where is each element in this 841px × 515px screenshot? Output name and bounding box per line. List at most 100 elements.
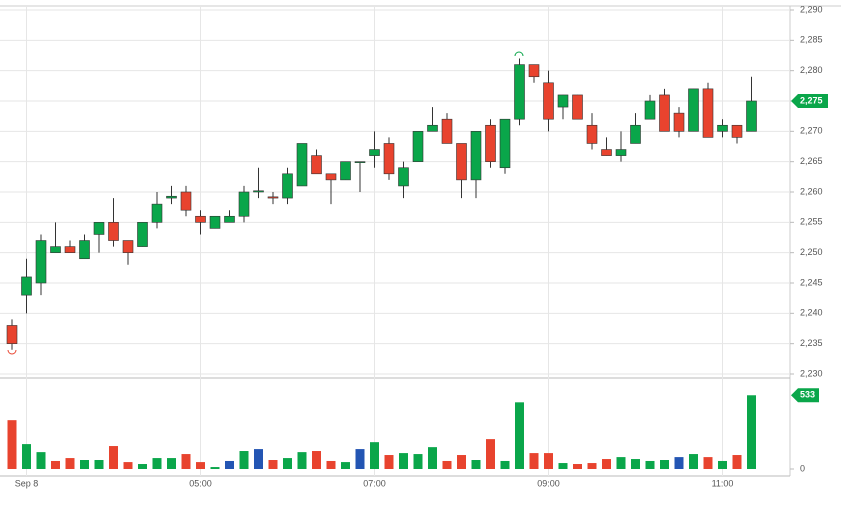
- candle-body: [282, 173, 293, 199]
- candle-body: [456, 143, 467, 181]
- candle-body: [586, 124, 598, 144]
- volume-bar: [413, 454, 423, 469]
- volume-bar: [515, 402, 524, 469]
- y-tick-label: 2,250: [800, 247, 823, 257]
- volume-bar: [544, 453, 553, 469]
- candle-body: [35, 240, 47, 284]
- volume-bar: [660, 460, 669, 469]
- candle-body: [50, 246, 61, 253]
- volume-bar: [442, 460, 452, 469]
- volume-bar: [747, 395, 756, 469]
- candle-body: [340, 161, 351, 181]
- candle-body: [79, 240, 90, 260]
- y-tick-label: 2,280: [800, 65, 823, 75]
- volume-bar: [689, 454, 698, 469]
- candle-body: [354, 161, 366, 163]
- candle-body: [64, 246, 76, 253]
- candle-body: [470, 131, 482, 181]
- candle-body: [485, 124, 496, 162]
- candle-body: [528, 64, 540, 78]
- y-tick-label: 2,290: [800, 4, 823, 14]
- volume-bar: [428, 447, 437, 469]
- volume-bar: [457, 455, 466, 469]
- volume-bar: [558, 463, 568, 469]
- last-price-label: 2,275: [800, 95, 823, 105]
- candle-body: [296, 143, 308, 187]
- candle-body: [688, 88, 699, 132]
- candle-body: [6, 325, 18, 344]
- volume-bar: [283, 458, 292, 469]
- candle-body: [746, 100, 757, 132]
- candle-body: [93, 222, 105, 235]
- volume-bar: [486, 439, 495, 469]
- candle-body: [166, 195, 177, 199]
- volume-bar: [341, 462, 350, 469]
- volume-bar: [51, 460, 60, 469]
- volume-bar: [181, 454, 191, 469]
- volume-bar: [109, 446, 118, 469]
- volume-bar: [225, 460, 234, 469]
- candle-body: [398, 167, 409, 187]
- candle-body: [137, 222, 148, 247]
- y-tick-label: 2,270: [800, 126, 823, 136]
- volume-bar: [631, 459, 640, 469]
- last-price-tag: [791, 94, 828, 108]
- candle-body: [717, 124, 728, 132]
- candle-body: [659, 94, 670, 132]
- candle-body: [702, 88, 714, 138]
- volume-bar: [138, 464, 147, 469]
- volume-bar: [210, 467, 220, 469]
- candle-body: [21, 276, 32, 296]
- candle-body: [108, 222, 119, 241]
- candle-body: [383, 143, 395, 175]
- volume-bar: [370, 442, 379, 469]
- y-tick-label: 2,235: [800, 338, 823, 348]
- volume-bar: [196, 462, 205, 469]
- volume-bar: [65, 458, 75, 469]
- volume-bar: [573, 464, 582, 469]
- volume-bar: [94, 460, 104, 469]
- candle-body: [557, 94, 569, 108]
- candle-body: [224, 215, 235, 223]
- y-tick-label: 2,285: [800, 35, 823, 45]
- volume-bar: [529, 453, 539, 469]
- volume-bar: [326, 460, 336, 469]
- volume-bar: [7, 420, 17, 469]
- candle-body: [630, 124, 641, 144]
- candle-body: [151, 203, 163, 223]
- volume-bar: [22, 444, 31, 469]
- candle-body: [180, 191, 192, 211]
- volume-tick-label: 0: [800, 463, 805, 473]
- volume-bar: [645, 460, 655, 469]
- candle-body: [369, 149, 380, 156]
- volume-bar: [587, 463, 597, 469]
- y-tick-label: 2,255: [800, 217, 823, 227]
- volume-bar: [268, 460, 278, 469]
- y-tick-label: 2,245: [800, 277, 823, 287]
- candle-body: [253, 190, 264, 193]
- x-tick-label: 07:00: [363, 478, 386, 488]
- candle-body: [412, 131, 424, 162]
- volume-bar: [732, 455, 742, 469]
- last-volume-tag: [791, 388, 819, 403]
- low-marker: [7, 349, 17, 355]
- volume-bar: [602, 459, 611, 469]
- candle-body: [572, 94, 583, 120]
- x-tick-label: 05:00: [189, 478, 212, 488]
- volume-bar: [616, 457, 626, 469]
- candle-body: [644, 100, 656, 120]
- candle-body: [267, 196, 279, 199]
- candle-body: [499, 118, 511, 169]
- volume-bar: [36, 452, 46, 469]
- volume-bar: [297, 452, 307, 469]
- candle-body: [209, 215, 221, 229]
- volume-bar: [254, 449, 263, 469]
- candle-body: [615, 149, 627, 156]
- candle-body: [514, 64, 525, 120]
- y-tick-label: 2,260: [800, 186, 823, 196]
- last-volume-label: 533: [800, 390, 815, 400]
- volume-bar: [80, 460, 89, 469]
- volume-bar: [674, 457, 684, 469]
